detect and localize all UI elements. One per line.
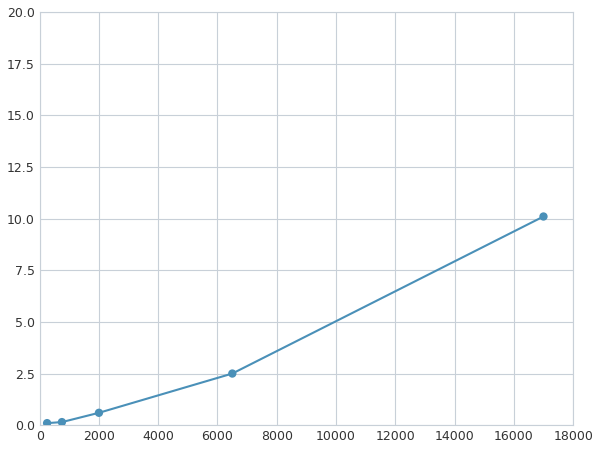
Point [57,418,67,426]
Point [539,213,548,220]
Point [227,370,237,377]
Point [94,409,104,416]
Point [42,419,52,427]
